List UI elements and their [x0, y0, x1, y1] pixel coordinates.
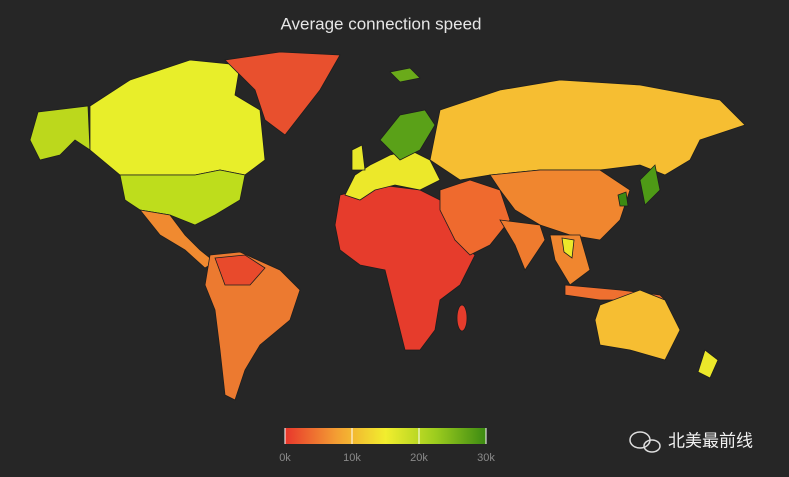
color-bar: [285, 428, 486, 444]
world-map: [29, 51, 746, 401]
legend-tick-label: 20k: [410, 452, 428, 464]
northern-south-america: [214, 254, 266, 286]
africa: [334, 184, 476, 351]
australia: [594, 289, 681, 361]
japan: [639, 164, 661, 206]
alaska: [29, 105, 91, 161]
europe: [344, 149, 441, 201]
korea: [617, 191, 629, 207]
india: [499, 219, 546, 271]
usa: [119, 169, 246, 226]
title: Average connection speed: [280, 14, 481, 33]
legend-tick-label: 30k: [477, 452, 495, 464]
svalbard: [389, 67, 421, 83]
legend-tick-label: 10k: [343, 452, 361, 464]
watermark: 北美最前线: [629, 431, 753, 453]
watermark-icon: [643, 439, 661, 453]
thailand: [561, 237, 575, 259]
watermark-text: 北美最前线: [668, 431, 753, 450]
south-america: [204, 251, 301, 401]
madagascar: [456, 304, 468, 332]
legend-tick-label: 0k: [279, 452, 291, 464]
new-zealand: [697, 349, 719, 379]
scandinavia: [379, 109, 436, 161]
uk: [351, 144, 366, 171]
china: [489, 169, 631, 241]
southeast-asia: [549, 234, 591, 286]
middle-east: [439, 179, 511, 256]
greenland: [224, 51, 341, 136]
